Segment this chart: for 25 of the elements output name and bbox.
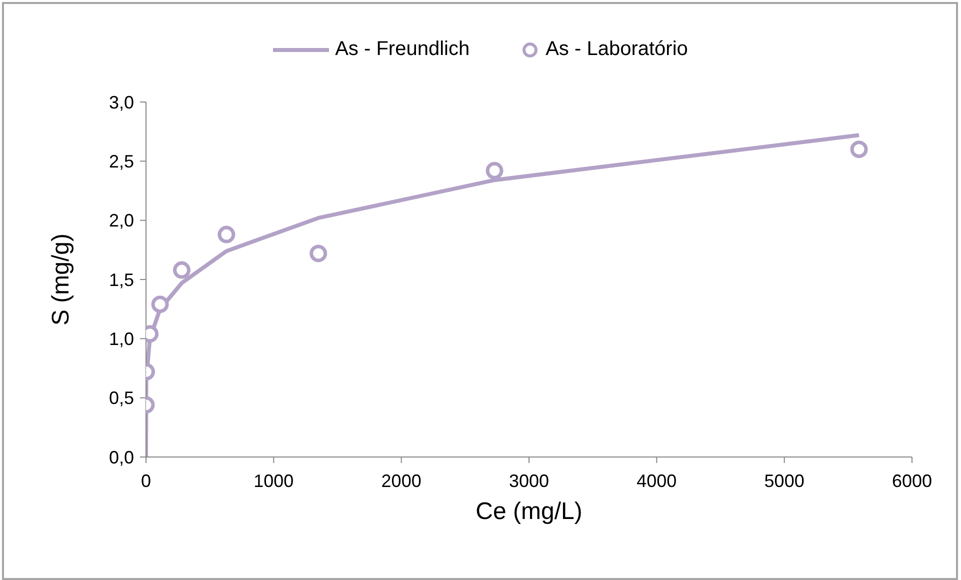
y-tick-label: 1,5 xyxy=(108,270,134,290)
x-tick-label: 5000 xyxy=(764,471,804,491)
y-axis-title: S (mg/g) xyxy=(48,233,75,326)
y-tick-label: 0,0 xyxy=(108,447,134,468)
point xyxy=(310,244,328,262)
x-tick-label: 3000 xyxy=(508,471,550,491)
point xyxy=(218,226,236,244)
point xyxy=(151,296,169,314)
y-tick-label: 1,0 xyxy=(108,329,134,350)
y-tick-label: 2,5 xyxy=(108,152,134,172)
y-tick-label: 0,5 xyxy=(108,388,134,408)
legend-label: As - Laboratório xyxy=(546,38,688,61)
point xyxy=(172,261,190,279)
x-tick-label: 0 xyxy=(140,471,152,491)
x-tick-label: 4000 xyxy=(636,471,677,491)
x-axis-title: Ce (mg/L) xyxy=(476,498,582,525)
point xyxy=(850,140,868,158)
legend-label: As - Freundlich xyxy=(335,38,470,61)
x-tick-label: 1000 xyxy=(254,471,294,491)
y-tick-label: 2,0 xyxy=(108,210,134,231)
y-tick-label: 3,0 xyxy=(108,92,134,112)
x-tick-label: 6000 xyxy=(892,471,932,491)
line-series xyxy=(146,133,862,457)
point xyxy=(486,162,504,180)
x-tick-label: 2000 xyxy=(381,471,422,491)
